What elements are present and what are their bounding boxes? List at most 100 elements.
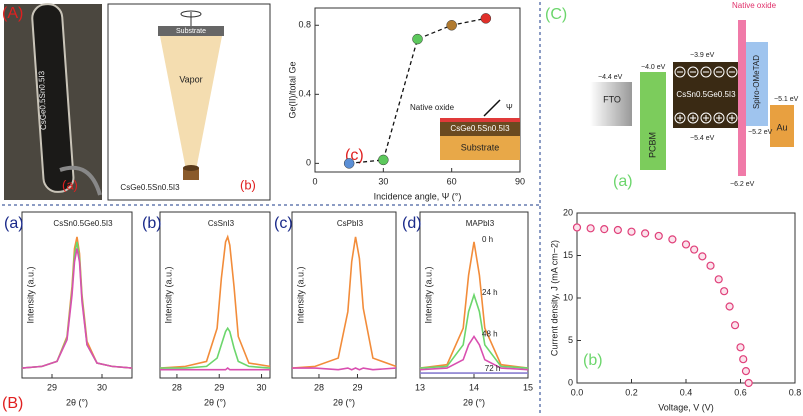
level-label: −4.4 eV [598, 74, 623, 81]
point [730, 321, 740, 330]
level-label: −5.4 eV [690, 135, 715, 142]
x-tick-label: 60 [447, 176, 457, 186]
annotation: CsGe0.5Sn0.5I3 [450, 124, 510, 133]
x-tick-label: 0.4 [680, 387, 693, 397]
photo-text: CsGe0.5Sn0.5I3 [37, 70, 48, 130]
y-axis-label: Ge(II)/total Ge [287, 61, 297, 118]
plot-frame [21, 211, 133, 379]
point [690, 245, 699, 254]
section-label: (A) [2, 5, 23, 22]
charge [713, 66, 725, 78]
point [480, 13, 492, 24]
point [706, 261, 715, 270]
point [681, 240, 691, 249]
series-line [21, 248, 133, 369]
x-tick-label: 0.2 [625, 387, 638, 397]
series-name: 48 h [482, 330, 498, 339]
point [572, 223, 582, 232]
panel-label: (b) [142, 215, 162, 232]
layer-label: CsSn0.5Ge0.5I3 [676, 90, 736, 99]
layer-label: PCBM [647, 132, 657, 158]
y-axis-label: Intensity (a.u.) [25, 266, 35, 323]
point [412, 33, 423, 45]
series-line [160, 326, 271, 369]
x-tick-label: 0.6 [734, 387, 747, 397]
series-line [159, 234, 271, 369]
charge [674, 112, 686, 124]
x-axis-label: 2θ (°) [66, 397, 88, 407]
connector [349, 17, 486, 165]
charge [700, 66, 712, 78]
x-tick-label: 0 [312, 176, 317, 186]
plot-frame [291, 211, 397, 379]
x-tick-label: 90 [515, 176, 525, 186]
point [668, 235, 677, 244]
x-tick-label: 28 [314, 382, 324, 392]
series-line [292, 367, 397, 371]
point [654, 231, 663, 241]
inset-layer [440, 118, 520, 122]
annotation: Substrate [461, 142, 500, 152]
point [446, 20, 457, 31]
x-axis-label: 2θ (°) [333, 397, 355, 407]
charge [687, 112, 699, 124]
point [627, 227, 636, 236]
panel-label: (c) [274, 215, 293, 232]
energy-diagram: FTO PCBM CsSn0.5Ge0.5I3 Spiro-OMeTAD Au … [590, 1, 799, 190]
y-axis-label: Current density, J (mA cm−2) [549, 240, 559, 356]
chart-title: CsSnI3 [208, 219, 235, 228]
x-tick-label: 30 [257, 382, 267, 392]
point [736, 343, 745, 352]
plot-frame [314, 7, 521, 173]
series-name: 72 h [485, 364, 501, 373]
section-label: (B) [2, 395, 23, 412]
x-axis-label: 2θ (°) [204, 397, 226, 407]
point [720, 287, 729, 296]
chart-title: CsSn0.5Ge0.5I3 [53, 219, 113, 228]
point [600, 225, 609, 234]
x-axis-label: Incidence angle, Ψ (°) [374, 191, 462, 201]
y-axis-label: Intensity (a.u.) [295, 266, 305, 323]
charge [726, 112, 738, 124]
series-line [21, 241, 133, 369]
y-tick-label: 15 [563, 250, 573, 260]
section-label: (C) [545, 6, 567, 23]
plot-frame [576, 212, 796, 384]
layer-label: FTO [603, 94, 621, 104]
y-tick-label: 0.4 [298, 89, 311, 99]
y-tick-label: 10 [563, 292, 573, 302]
y-tick-label: 0.8 [298, 20, 311, 30]
series-name: 0 h [482, 235, 493, 244]
charge [674, 66, 686, 78]
y-tick-label: 0 [306, 158, 311, 168]
x-tick-label: 30 [97, 382, 107, 392]
level-label: −5.2 eV [748, 129, 773, 136]
y-tick-label: 5 [568, 335, 573, 345]
x-axis-label: Voltage, V (V) [658, 402, 714, 412]
point [725, 302, 734, 311]
point [739, 355, 748, 364]
chart-title: CsPbI3 [337, 219, 364, 228]
charge [687, 66, 699, 78]
panel-label: (a) [4, 215, 24, 232]
level-label: −3.9 eV [690, 52, 715, 59]
inset-layer [440, 122, 520, 136]
point [641, 229, 650, 238]
x-tick-label: 13 [415, 382, 425, 392]
x-tick-label: 29 [47, 382, 57, 392]
charge [726, 66, 738, 78]
substrate-label: Substrate [176, 28, 206, 35]
y-axis-label: Intensity (a.u.) [423, 266, 433, 323]
photo: CsGe0.5Sn0.5I3 (a) [4, 3, 102, 200]
point [744, 378, 753, 388]
vapor-diagram: Substrate Vapor CsGe0.5Sn0.5I3 (b) [107, 3, 271, 201]
level-label: −4.0 eV [641, 64, 666, 71]
layer-label: Au [776, 122, 787, 132]
series-line [291, 236, 397, 369]
annotation: Native oxide [410, 103, 455, 112]
y-axis-label: Intensity (a.u.) [163, 266, 173, 323]
x-tick-label: 28 [172, 382, 182, 392]
level-label: −6.2 eV [730, 181, 755, 188]
panel-label: (b) [240, 177, 256, 192]
